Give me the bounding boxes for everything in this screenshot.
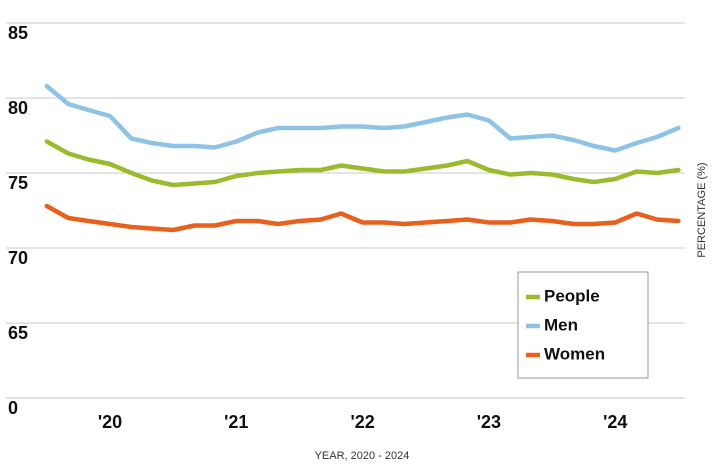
y-axis-label: PERCENTAGE (%) [696, 162, 708, 257]
line-series [44, 83, 681, 153]
x-tick-label: '23 [477, 412, 501, 432]
legend-label: Women [544, 344, 605, 363]
y-tick-label: 75 [8, 173, 28, 193]
y-tick-label: 85 [8, 23, 28, 43]
legend-label: Men [544, 315, 578, 334]
legend-label: People [544, 286, 600, 305]
y-tick-label: 65 [8, 323, 28, 343]
line-series [44, 139, 681, 188]
y-tick-label: 70 [8, 248, 28, 268]
x-tick-label: '20 [98, 412, 122, 432]
x-tick-label: '24 [603, 412, 627, 432]
y-tick-label: 80 [8, 98, 28, 118]
legend: People Men Women [517, 271, 649, 379]
line-series [44, 203, 681, 233]
x-axis-label: YEAR, 2020 - 2024 [315, 450, 410, 462]
y-tick-label: 0 [8, 398, 18, 418]
x-tick-label: '21 [224, 412, 248, 432]
x-tick-label: '22 [350, 412, 374, 432]
